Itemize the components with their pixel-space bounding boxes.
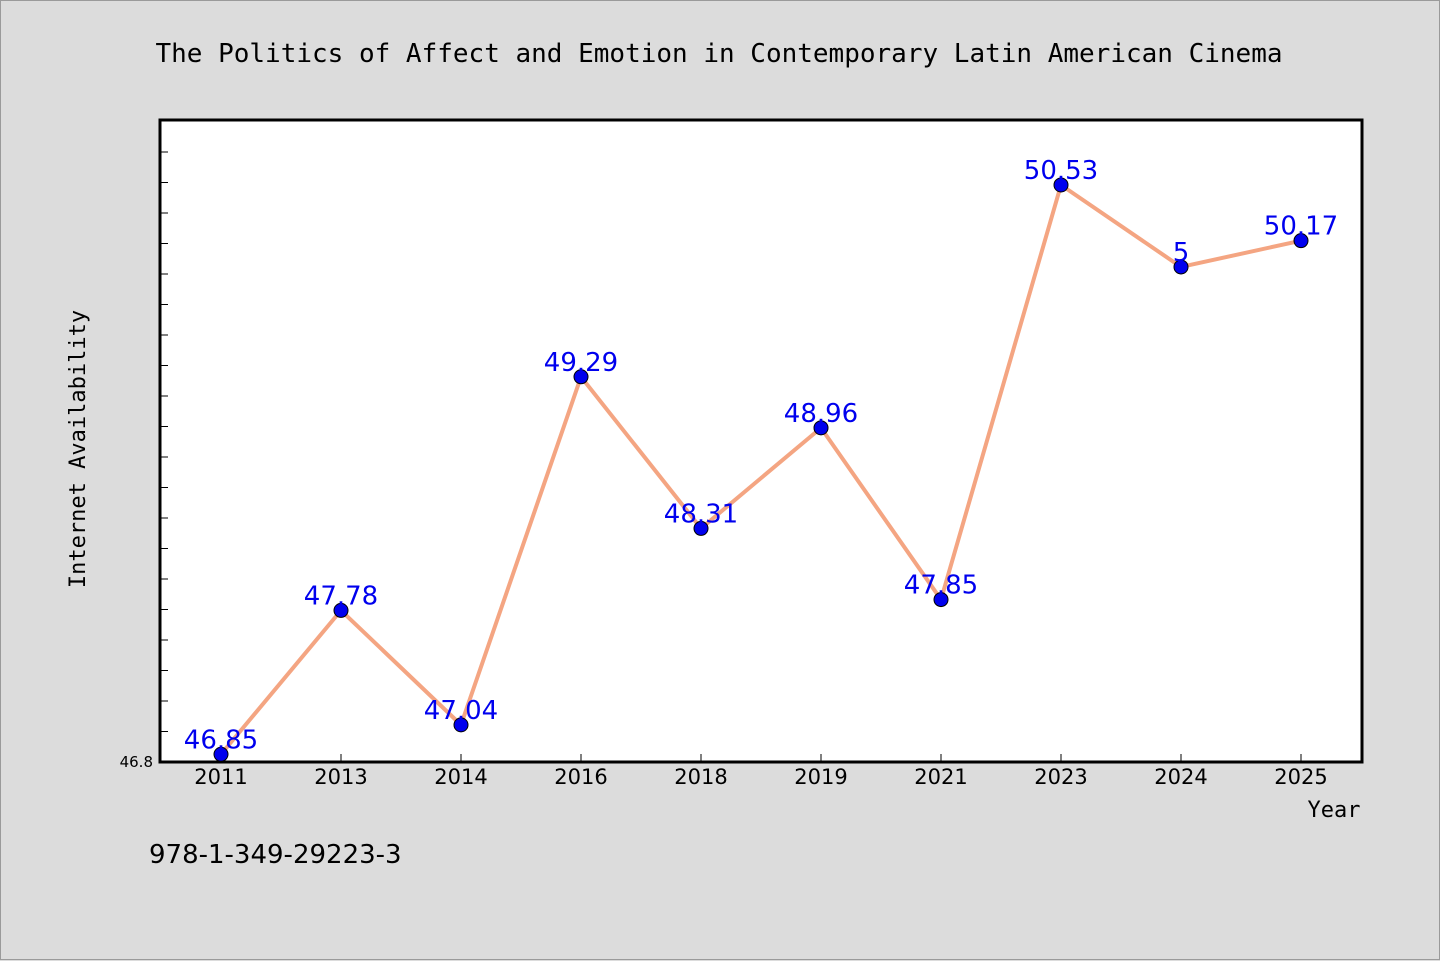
data-label: 46.85	[184, 725, 258, 755]
x-tick-label: 2016	[554, 765, 607, 789]
data-point	[213, 746, 229, 762]
data-label: 5	[1173, 238, 1190, 268]
x-tick-label: 2011	[194, 765, 247, 789]
x-tick-label: 2013	[314, 765, 367, 789]
data-label: 50.53	[1024, 156, 1098, 186]
data-point	[1293, 233, 1309, 249]
x-tick-label: 2014	[434, 765, 487, 789]
y-axis-label: Internet Availability	[66, 310, 91, 588]
data-point	[933, 592, 949, 608]
plot-area	[158, 118, 1364, 764]
x-tick-label: 2018	[674, 765, 727, 789]
x-tick-label: 2025	[1274, 765, 1327, 789]
series-layer: 46.85 47.78 47.04 49.29 48.31 48.96 47.85 50.53…	[184, 156, 1338, 762]
data-label: 50.17	[1264, 212, 1338, 242]
data-label: 47.04	[424, 696, 498, 726]
x-tick-label: 2024	[1154, 765, 1207, 789]
y-axis-ticks	[160, 151, 168, 732]
x-tick-label: 2023	[1034, 765, 1087, 789]
data-point	[453, 717, 469, 733]
series-line	[219, 182, 1302, 756]
x-tick-label: 2019	[794, 765, 847, 789]
y-tick-label: 46.8	[120, 753, 153, 771]
data-point	[1053, 177, 1069, 193]
data-label: 48.96	[784, 399, 858, 429]
data-label: 47.78	[304, 581, 378, 611]
x-axis-label: Year	[1308, 798, 1361, 823]
x-tick-label: 2021	[914, 765, 967, 789]
data-point	[1173, 259, 1189, 275]
data-point	[333, 602, 349, 618]
x-axis-ticks: 2011 2013 2014 2016 2018 2019 2021 2023 2024 2025	[194, 754, 1328, 789]
data-label: 49.29	[544, 348, 618, 378]
data-point	[573, 369, 589, 385]
data-point	[813, 420, 829, 436]
isbn-text: 978-1-349-29223-3	[149, 840, 402, 870]
data-point	[693, 520, 709, 536]
chart-title: The Politics of Affect and Emotion in Co…	[155, 39, 1282, 69]
data-label: 48.31	[664, 499, 738, 529]
data-label: 47.85	[904, 571, 978, 601]
